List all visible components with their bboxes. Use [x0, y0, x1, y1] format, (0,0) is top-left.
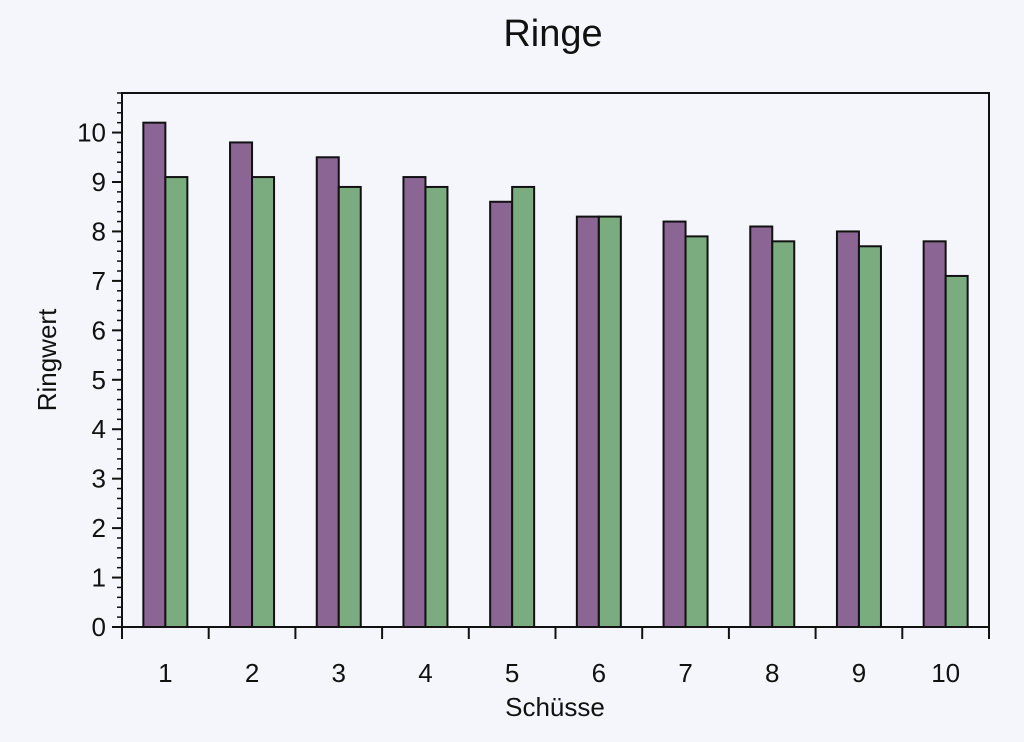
- bar-series1-cat-4: [402, 176, 427, 629]
- bar-series1-cat-5: [489, 200, 514, 628]
- plot-area: 0 1 2 3 4 5 6 7 8 9 10 1 2 3 4 5 6 7 8 9 10: [77, 92, 990, 688]
- y-tick-label-4: 4: [92, 414, 106, 444]
- y-tick-label-6: 6: [92, 315, 106, 345]
- bar-series2-cat-10: [944, 274, 969, 628]
- x-tick-label-6: 6: [592, 658, 606, 688]
- bar-series1-cat-10: [922, 240, 947, 628]
- chart-title: Ringe: [503, 13, 602, 55]
- y-tick-label-0: 0: [92, 612, 106, 642]
- x-tick-label-1: 1: [158, 658, 172, 688]
- y-tick-label-10: 10: [77, 118, 106, 148]
- x-tick-label-10: 10: [931, 658, 960, 688]
- y-axis-label: Ringwert: [32, 308, 62, 411]
- y-tick-label-1: 1: [92, 563, 106, 593]
- bar-series1-cat-9: [835, 230, 860, 628]
- bar-series1-cat-2: [229, 141, 254, 628]
- bar-series1-cat-6: [575, 215, 600, 628]
- y-tick-label-2: 2: [92, 513, 106, 543]
- bar-series2-cat-6: [597, 215, 622, 628]
- y-tick-label-5: 5: [92, 365, 106, 395]
- x-tick-label-2: 2: [245, 658, 259, 688]
- y-tick-label-3: 3: [92, 464, 106, 494]
- x-tick-label-8: 8: [765, 658, 779, 688]
- bar-series2-cat-8: [771, 240, 796, 628]
- bar-series2-cat-7: [684, 235, 709, 628]
- bar-series2-cat-3: [337, 185, 362, 628]
- y-tick-label-9: 9: [92, 167, 106, 197]
- bar-series2-cat-4: [424, 185, 449, 628]
- x-tick-label-7: 7: [678, 658, 692, 688]
- x-tick-label-4: 4: [418, 658, 432, 688]
- bar-series2-cat-1: [164, 176, 189, 629]
- x-tick-label-3: 3: [332, 658, 346, 688]
- bar-series2-cat-9: [857, 245, 882, 628]
- x-tick-label-9: 9: [852, 658, 866, 688]
- bar-series1-cat-3: [315, 156, 340, 628]
- bar-series1-cat-7: [662, 220, 687, 629]
- bar-series2-cat-5: [511, 185, 536, 628]
- bar-series1-cat-1: [142, 121, 167, 629]
- y-tick-label-7: 7: [92, 266, 106, 296]
- x-tick-label-5: 5: [505, 658, 519, 688]
- x-axis-label: Schüsse: [505, 692, 605, 722]
- bar-series2-cat-2: [251, 176, 276, 629]
- bar-series1-cat-8: [749, 225, 774, 628]
- y-tick-label-8: 8: [92, 216, 106, 246]
